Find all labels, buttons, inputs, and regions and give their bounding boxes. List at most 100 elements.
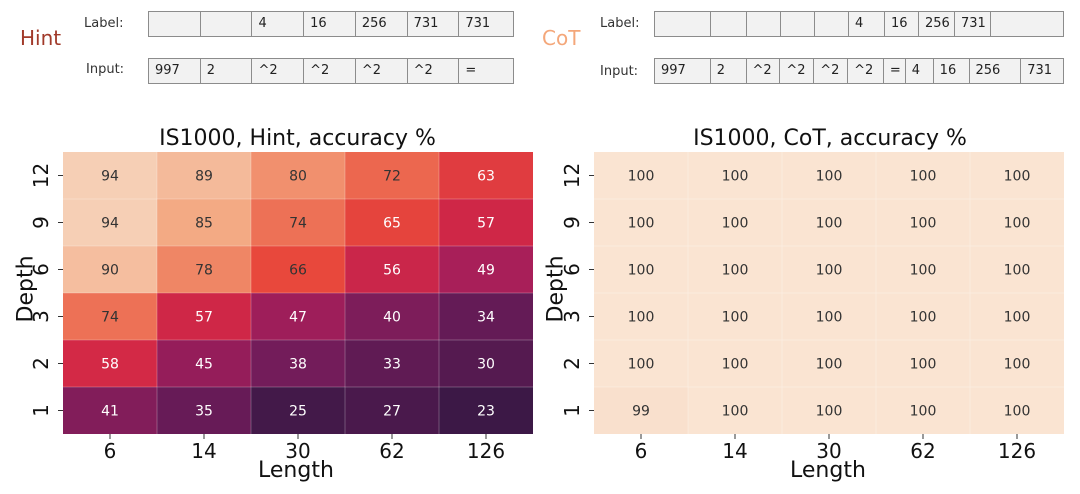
hint-heatmap-y-tick-label: 12 (29, 163, 53, 188)
cot-label-cell: 4 (849, 12, 885, 36)
cot-heatmap-cell (782, 340, 876, 387)
cot-heatmap-value-label: 100 (1004, 357, 1031, 373)
hint-heatmap-cell (157, 152, 251, 199)
hint-input-cell: ^2 (304, 59, 356, 83)
hint-heatmap-value-label: 23 (477, 404, 495, 420)
hint-heatmap-value-label: 34 (477, 310, 495, 326)
hint-heatmap-cell (63, 340, 157, 387)
cot-heatmap-cell (782, 152, 876, 199)
cot-heatmap-x-tick-label: 62 (910, 439, 935, 463)
hint-heatmap-cell (251, 387, 345, 434)
hint-heatmap-value-label: 57 (195, 310, 213, 326)
cot-input-cell: 16 (934, 59, 970, 83)
cot-chart-title: IS1000, CoT, accuracy % (693, 126, 967, 151)
hint-heatmap-cell (251, 340, 345, 387)
hint-heatmap-value-label: 57 (477, 216, 495, 232)
hint-label-cell: 16 (304, 12, 356, 36)
hint-heatmap-value-label: 65 (383, 216, 401, 232)
cot-heatmap-cell (782, 293, 876, 340)
cot-heatmap-cell (876, 387, 970, 434)
hint-input-cell: ^2 (356, 59, 408, 83)
hint-heatmap-cell (157, 340, 251, 387)
hint-heatmap-y-tick-label: 6 (29, 263, 53, 276)
hint-heatmap-value-label: 78 (195, 263, 213, 279)
hint-input-cell: ^2 (408, 59, 460, 83)
cot-label-cell: 256 (919, 12, 955, 36)
hint-heatmap-x-tick-label: 62 (379, 439, 404, 463)
hint-heatmap-cell (251, 293, 345, 340)
hint-heatmap-cell (439, 152, 533, 199)
hint-label-cell: 4 (252, 12, 305, 36)
hint-label-row-title: Label: (84, 16, 124, 31)
cot-input-cell: 2 (711, 59, 747, 83)
cot-label-row-title: Label: (600, 16, 640, 31)
hint-heatmap-cell (251, 199, 345, 246)
hint-heatmap-value-label: 80 (289, 169, 307, 185)
cot-heatmap-cell (688, 387, 782, 434)
cot-label-cell (781, 12, 815, 36)
cot-label-sequence: 4 16 256 731 (654, 11, 1064, 37)
hint-ylabel: Depth (13, 255, 39, 323)
cot-heatmap-cell (782, 199, 876, 246)
cot-heatmap-cell (970, 246, 1064, 293)
hint-input-cell: ^2 (252, 59, 305, 83)
hint-heatmap-cell (439, 293, 533, 340)
hint-heatmap-value-label: 41 (101, 404, 119, 420)
cot-heatmap-x-tick-label: 30 (816, 439, 841, 463)
cot-label-cell: 16 (885, 12, 919, 36)
cot-heatmap-cell (782, 387, 876, 434)
cot-heatmap-value-label: 100 (628, 263, 655, 279)
cot-heatmap-value-label: 100 (910, 404, 937, 420)
cot-heatmap-value-label: 100 (816, 216, 843, 232)
hint-heatmap-value-label: 35 (195, 404, 213, 420)
cot-heatmap-value-label: 100 (910, 169, 937, 185)
hint-heatmap-cell (251, 152, 345, 199)
cot-heatmap-cell (688, 340, 782, 387)
hint-label-cell: 256 (356, 12, 408, 36)
cot-heatmap-cell (688, 293, 782, 340)
hint-heatmap-value-label: 40 (383, 310, 401, 326)
cot-label-cell (747, 12, 781, 36)
hint-heatmap-cell (345, 340, 439, 387)
hint-heatmap-cell (63, 246, 157, 293)
hint-heatmap-value-label: 90 (101, 263, 119, 279)
hint-input-cell: 997 (149, 59, 201, 83)
cot-heatmap-cell (594, 152, 688, 199)
cot-heatmap-value-label: 100 (816, 310, 843, 326)
hint-heatmap-x-tick-label: 126 (467, 439, 505, 463)
cot-heatmap: 100 100 100 100 100 100 100 100 100 100 100 100 100 1… (560, 152, 1064, 463)
cot-heatmap-value-label: 100 (1004, 263, 1031, 279)
cot-input-cell: = (884, 59, 906, 83)
hint-input-cell: 2 (201, 59, 253, 83)
cot-heatmap-cell (594, 199, 688, 246)
hint-heatmap-y-tick-label: 1 (29, 404, 53, 417)
hint-heatmap-y-tick-label: 3 (29, 310, 53, 323)
hint-heatmap-value-label: 94 (101, 169, 119, 185)
cot-heatmap-value-label: 100 (910, 357, 937, 373)
hint-heatmap-value-label: 30 (477, 357, 495, 373)
cot-heatmap-value-label: 100 (722, 404, 749, 420)
hint-heatmap-cell (251, 246, 345, 293)
hint-heatmap-cell (345, 152, 439, 199)
cot-label-cell (815, 12, 849, 36)
cot-heatmap-y-tick-label: 1 (560, 404, 584, 417)
hint-heatmap-value-label: 72 (383, 169, 401, 185)
cot-xlabel: Length (790, 458, 866, 483)
cot-heatmap-value-label: 100 (628, 169, 655, 185)
hint-heatmap-cell (63, 152, 157, 199)
cot-heatmap-value-label: 100 (1004, 169, 1031, 185)
hint-heatmap-cell (63, 293, 157, 340)
cot-heatmap-x-tick-label: 6 (635, 439, 648, 463)
cot-heatmap-value-label: 100 (628, 357, 655, 373)
hint-label-cell: 731 (408, 12, 460, 36)
cot-heatmap-value-label: 100 (628, 310, 655, 326)
cot-heatmap-cell (688, 199, 782, 246)
hint-heatmap-value-label: 45 (195, 357, 213, 373)
cot-heatmap-value-label: 100 (816, 169, 843, 185)
cot-heatmap-value-label: 100 (722, 357, 749, 373)
hint-label-cell (149, 12, 201, 36)
hint-heatmap-value-label: 89 (195, 169, 213, 185)
cot-heatmap-cell (688, 246, 782, 293)
cot-input-cell: 256 (970, 59, 1022, 83)
cot-heatmap-value-label: 100 (628, 216, 655, 232)
